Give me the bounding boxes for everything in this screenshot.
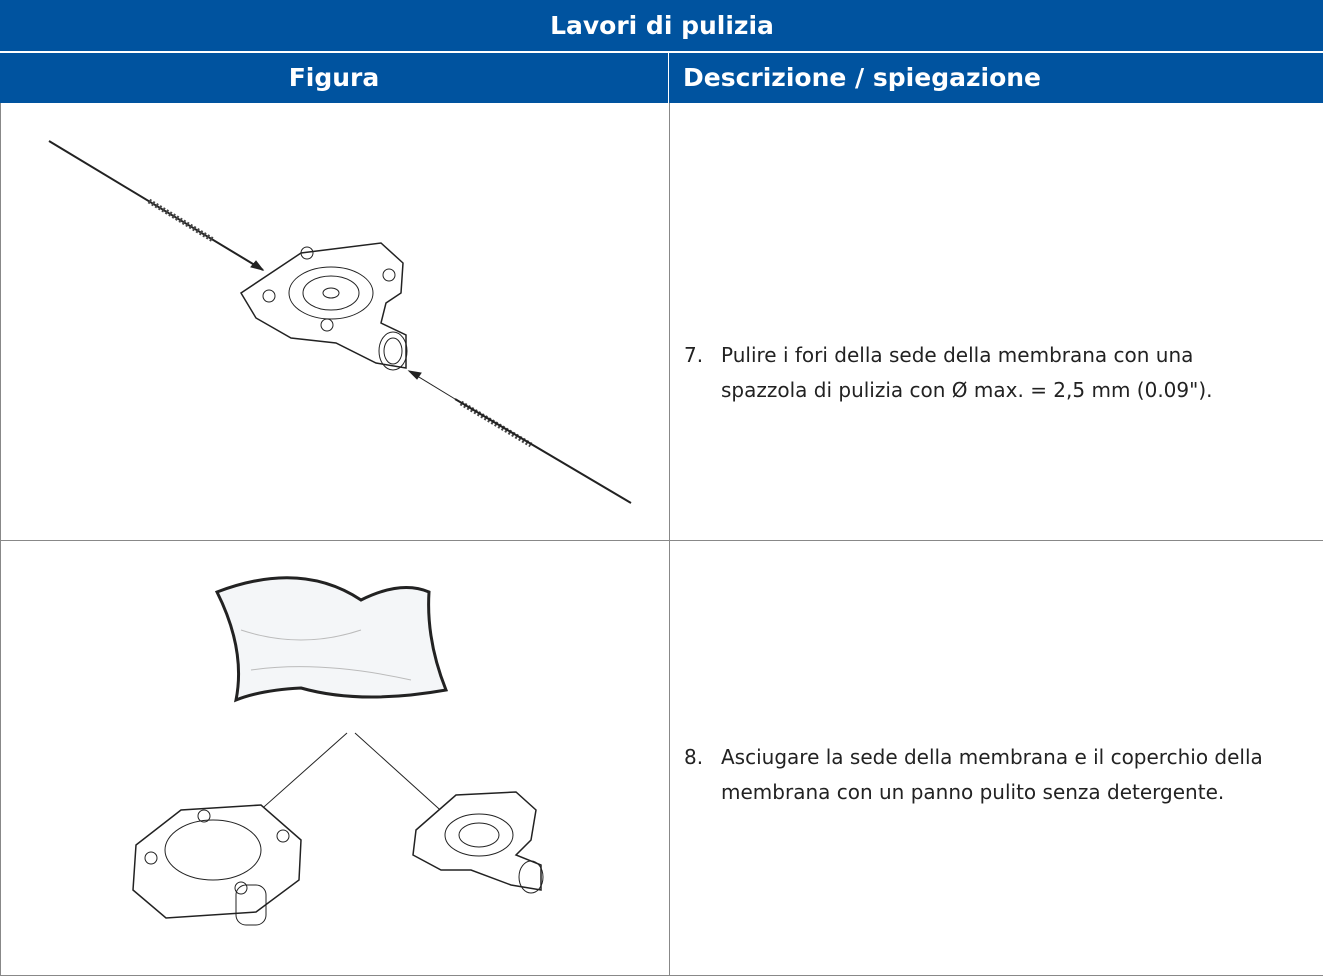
step-number: 8. (684, 745, 704, 769)
column-header: Figura (288, 63, 380, 92)
separator (0, 52, 1323, 53)
step-number: 7. (684, 343, 704, 367)
separator (668, 53, 669, 103)
table-row: 8. Asciugare la sede della membrana e il… (0, 540, 1323, 976)
description-line: Asciugare la sede della membrana e il co… (721, 745, 1263, 769)
column-header-row: Figura Descrizione / spiegazione (0, 53, 1323, 103)
table-title: Lavori di pulizia (0, 0, 1323, 51)
description-line: membrana con un panno pulito senza deter… (721, 780, 1225, 804)
description-line: spazzola di pulizia con Ø max. = 2,5 mm … (721, 378, 1213, 402)
description-line: Pulire i fori della sede della membrana … (721, 343, 1194, 367)
table-row: 7. Pulire i fori della sede della membra… (0, 103, 1323, 541)
column-header: Descrizione / spiegazione (683, 63, 1042, 92)
figure-brushes (48, 103, 670, 540)
figure-cloth (132, 540, 670, 975)
